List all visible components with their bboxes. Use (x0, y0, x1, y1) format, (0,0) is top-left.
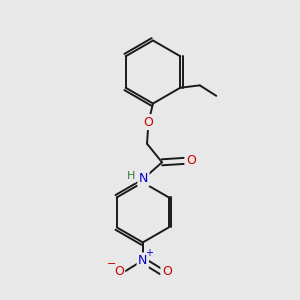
Text: +: + (146, 248, 153, 258)
Text: N: N (138, 254, 148, 267)
Text: H: H (127, 171, 135, 182)
Text: N: N (139, 172, 148, 185)
Text: O: O (186, 154, 196, 167)
Text: O: O (114, 265, 124, 278)
Text: O: O (162, 265, 172, 278)
Text: −: − (107, 259, 116, 269)
Text: O: O (144, 116, 153, 129)
